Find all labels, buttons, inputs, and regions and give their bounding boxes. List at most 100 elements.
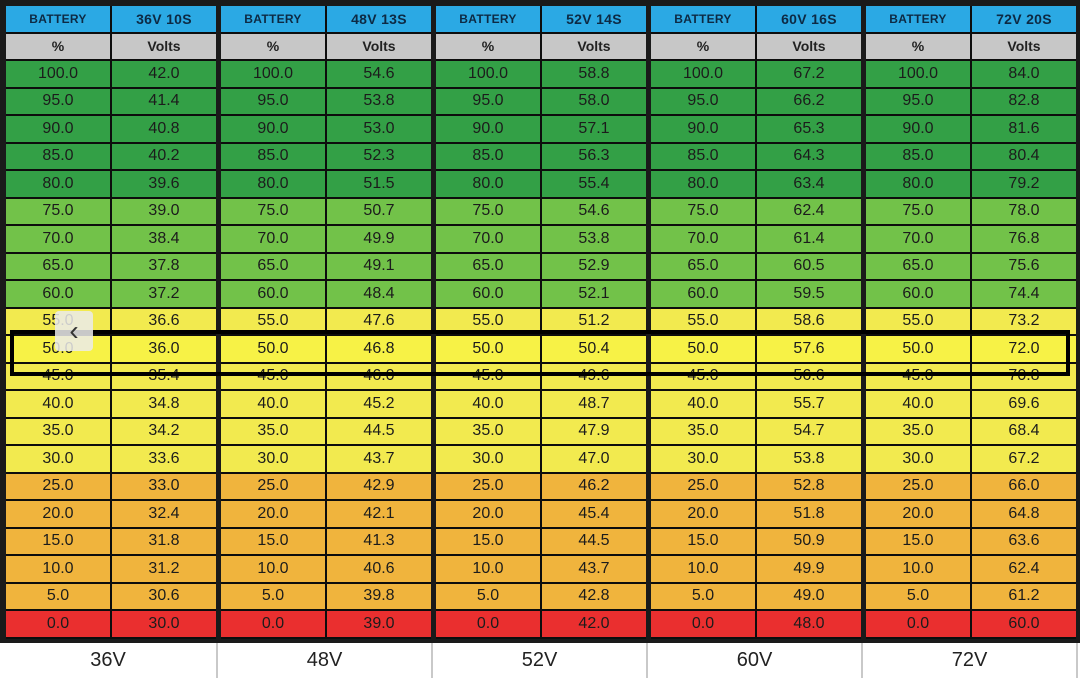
- footer-labels: 36V 48V 52V 60V 72V: [0, 643, 1080, 678]
- percent-cell: 95.0: [221, 88, 325, 114]
- percent-cell: 20.0: [221, 501, 325, 527]
- table-row: 60.0 52.1: [436, 281, 646, 307]
- volts-cell: 51.8: [757, 501, 861, 527]
- table-row: 20.0 42.1: [221, 501, 431, 527]
- table-row: 80.0 55.4: [436, 171, 646, 197]
- table-row: 70.0 38.4: [6, 226, 216, 252]
- voltage-table: BATTERY 52V 14S% Volts 100.0 58.8 95.0 58.0 90.…: [436, 6, 646, 639]
- percent-cell: 5.0: [6, 583, 110, 609]
- volts-cell: 66.2: [757, 88, 861, 114]
- table-header-row: BATTERY 72V 20S: [866, 6, 1076, 32]
- table-row: 35.0 44.5: [221, 418, 431, 444]
- volts-cell: 51.2: [542, 308, 646, 334]
- percent-cell: 100.0: [436, 61, 540, 87]
- table-row: 65.0 49.1: [221, 253, 431, 279]
- table-row: 100.0 67.2: [651, 61, 861, 87]
- percent-cell: 75.0: [866, 198, 970, 224]
- volts-cell: 56.3: [542, 143, 646, 169]
- volts-cell: 64.3: [757, 143, 861, 169]
- percent-cell: 95.0: [866, 88, 970, 114]
- volts-cell: 53.8: [542, 226, 646, 252]
- percent-cell: 50.0: [651, 336, 755, 362]
- table-row: 15.0 63.6: [866, 528, 1076, 554]
- table-row: 50.0 50.4: [436, 336, 646, 362]
- volts-cell: 48.7: [542, 391, 646, 417]
- percent-cell: 25.0: [436, 473, 540, 499]
- volts-subheader: Volts: [327, 33, 431, 59]
- table-row: 25.0 52.8: [651, 473, 861, 499]
- table-row: 35.0 47.9: [436, 418, 646, 444]
- volts-cell: 48.4: [327, 281, 431, 307]
- percent-cell: 95.0: [436, 88, 540, 114]
- volts-cell: 42.0: [542, 611, 646, 637]
- voltage-table: BATTERY 36V 10S% Volts 100.0 42.0 95.0 41.4 90.…: [6, 6, 216, 639]
- volts-cell: 34.8: [112, 391, 216, 417]
- voltage-table: BATTERY 72V 20S% Volts 100.0 84.0 95.0 82.8 90.…: [866, 6, 1076, 639]
- table-row: 70.0 61.4: [651, 226, 861, 252]
- percent-cell: 70.0: [6, 226, 110, 252]
- table-row: 40.0 34.8: [6, 391, 216, 417]
- table-row: 65.0 75.6: [866, 253, 1076, 279]
- table-row: 85.0 52.3: [221, 143, 431, 169]
- volts-cell: 52.9: [542, 253, 646, 279]
- volts-cell: 47.0: [542, 446, 646, 472]
- table-header-row: BATTERY 60V 16S: [651, 6, 861, 32]
- volts-cell: 42.9: [327, 473, 431, 499]
- percent-cell: 45.0: [221, 363, 325, 389]
- table-row: 5.0 42.8: [436, 583, 646, 609]
- volts-cell: 49.6: [542, 363, 646, 389]
- table-row: 75.0 54.6: [436, 198, 646, 224]
- table-row: 65.0 37.8: [6, 253, 216, 279]
- table-subheader-row: % Volts: [6, 33, 216, 59]
- volts-cell: 39.0: [327, 611, 431, 637]
- percent-subheader: %: [6, 33, 110, 59]
- percent-cell: 75.0: [651, 198, 755, 224]
- percent-cell: 15.0: [221, 528, 325, 554]
- percent-cell: 35.0: [651, 418, 755, 444]
- volts-cell: 45.4: [542, 501, 646, 527]
- back-button[interactable]: ‹: [55, 311, 93, 351]
- table-row: 0.0 30.0: [6, 611, 216, 637]
- table-row: 25.0 66.0: [866, 473, 1076, 499]
- volts-cell: 55.4: [542, 171, 646, 197]
- percent-cell: 30.0: [6, 446, 110, 472]
- percent-cell: 20.0: [6, 501, 110, 527]
- table-row: 30.0 53.8: [651, 446, 861, 472]
- percent-cell: 85.0: [866, 143, 970, 169]
- table-row: 100.0 58.8: [436, 61, 646, 87]
- volts-cell: 70.8: [972, 363, 1076, 389]
- volts-cell: 60.0: [972, 611, 1076, 637]
- volts-cell: 37.2: [112, 281, 216, 307]
- volts-cell: 57.6: [757, 336, 861, 362]
- percent-subheader: %: [651, 33, 755, 59]
- volts-cell: 54.6: [542, 198, 646, 224]
- footer-label: 48V: [218, 643, 433, 678]
- table-row: 10.0 40.6: [221, 556, 431, 582]
- table-row: 45.0 35.4: [6, 363, 216, 389]
- volts-cell: 51.5: [327, 171, 431, 197]
- percent-cell: 20.0: [436, 501, 540, 527]
- volts-cell: 41.3: [327, 528, 431, 554]
- percent-cell: 80.0: [6, 171, 110, 197]
- volts-cell: 42.0: [112, 61, 216, 87]
- table-row: 80.0 63.4: [651, 171, 861, 197]
- table-row: 75.0 39.0: [6, 198, 216, 224]
- table-row: 55.0 51.2: [436, 308, 646, 334]
- table-row: 55.0 47.6: [221, 308, 431, 334]
- pack-header: 48V 13S: [327, 6, 431, 32]
- battery-header: BATTERY: [221, 6, 325, 32]
- percent-cell: 75.0: [436, 198, 540, 224]
- volts-subheader: Volts: [112, 33, 216, 59]
- percent-cell: 70.0: [221, 226, 325, 252]
- volts-cell: 44.5: [327, 418, 431, 444]
- percent-cell: 90.0: [651, 116, 755, 142]
- pack-header: 60V 16S: [757, 6, 861, 32]
- volts-subheader: Volts: [972, 33, 1076, 59]
- percent-cell: 0.0: [436, 611, 540, 637]
- volts-cell: 39.8: [327, 583, 431, 609]
- volts-cell: 57.1: [542, 116, 646, 142]
- volts-cell: 67.2: [972, 446, 1076, 472]
- percent-cell: 80.0: [221, 171, 325, 197]
- volts-cell: 52.3: [327, 143, 431, 169]
- table-row: 85.0 40.2: [6, 143, 216, 169]
